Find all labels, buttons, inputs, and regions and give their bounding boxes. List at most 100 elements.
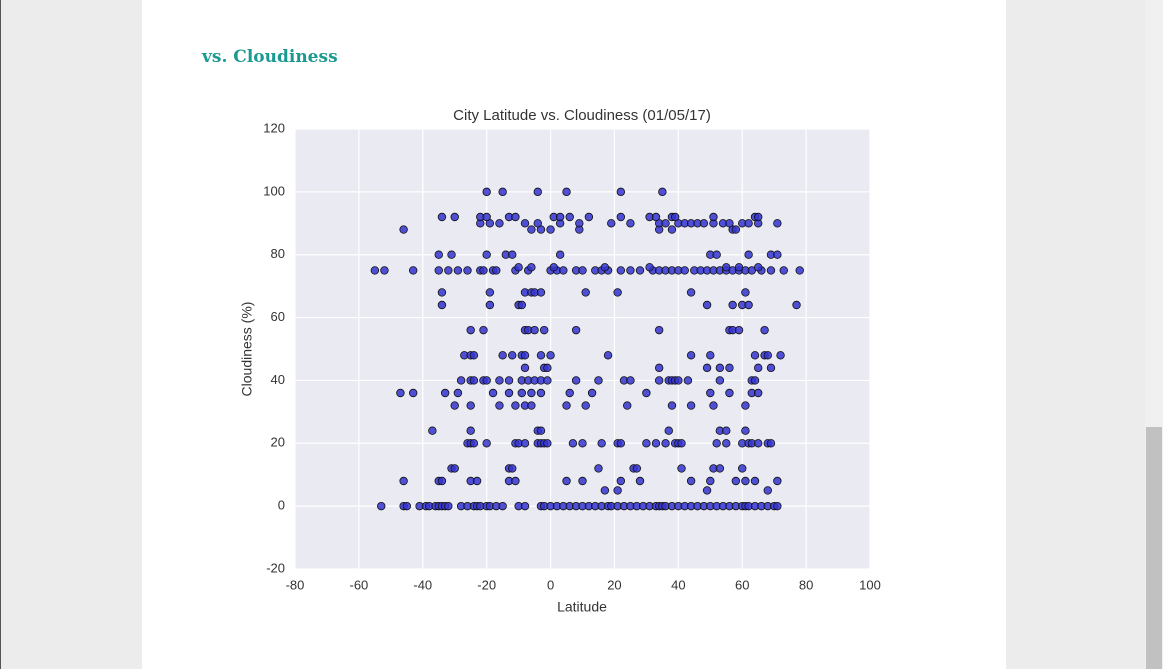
point xyxy=(773,476,782,486)
point xyxy=(508,250,517,259)
point xyxy=(766,439,776,448)
point xyxy=(766,266,776,275)
point xyxy=(482,439,491,448)
point xyxy=(722,426,731,435)
point xyxy=(616,266,626,275)
point xyxy=(654,325,664,335)
point xyxy=(632,464,642,473)
point xyxy=(444,266,453,275)
point xyxy=(654,376,664,385)
point xyxy=(453,388,463,398)
point xyxy=(402,501,412,511)
point xyxy=(399,476,408,486)
point xyxy=(581,401,590,410)
point xyxy=(600,486,610,495)
point xyxy=(450,464,459,473)
point xyxy=(437,288,447,297)
chart-title: City Latitude vs. Cloudiness (01/05/17) xyxy=(453,107,711,124)
point xyxy=(686,288,696,297)
point xyxy=(725,388,734,398)
plot-area xyxy=(295,129,870,569)
point xyxy=(562,187,571,197)
point xyxy=(536,388,546,398)
point xyxy=(594,464,603,473)
point xyxy=(664,426,673,435)
point xyxy=(645,263,654,272)
point xyxy=(456,376,466,385)
point xyxy=(584,212,594,222)
point xyxy=(565,388,574,398)
point xyxy=(482,376,491,385)
point xyxy=(651,439,661,448)
point xyxy=(715,363,725,373)
point xyxy=(725,363,734,373)
point xyxy=(530,325,539,335)
point xyxy=(744,300,753,310)
point xyxy=(568,439,578,448)
point xyxy=(565,212,574,222)
point xyxy=(399,225,408,234)
scrollbar[interactable] xyxy=(1145,0,1163,669)
point xyxy=(670,212,680,222)
point xyxy=(753,388,763,398)
point xyxy=(702,486,712,495)
point xyxy=(466,401,475,410)
x-axis-label: Latitude xyxy=(557,599,607,615)
point xyxy=(555,250,565,259)
point xyxy=(504,376,514,385)
point xyxy=(408,266,418,275)
point xyxy=(543,363,552,373)
point xyxy=(447,250,456,259)
point xyxy=(683,376,693,385)
point xyxy=(741,476,750,486)
x-tick-label: -20 xyxy=(477,577,496,592)
point xyxy=(686,351,696,360)
scroll-thumb[interactable] xyxy=(1146,427,1162,669)
point xyxy=(706,388,715,398)
x-tick-label: 60 xyxy=(735,577,749,592)
point xyxy=(661,439,670,448)
point xyxy=(527,263,536,272)
point xyxy=(527,401,536,410)
point xyxy=(709,212,718,222)
point xyxy=(654,363,664,373)
point xyxy=(728,300,737,310)
point xyxy=(600,263,610,272)
point xyxy=(578,476,587,486)
point xyxy=(741,401,750,410)
point xyxy=(677,439,686,448)
point xyxy=(661,219,670,228)
point xyxy=(616,212,626,222)
point xyxy=(623,401,632,410)
point xyxy=(498,351,507,360)
point xyxy=(753,439,763,448)
point xyxy=(581,288,590,297)
point xyxy=(731,225,741,234)
y-tick-label: 100 xyxy=(263,183,285,198)
point xyxy=(508,351,517,360)
point xyxy=(725,219,734,228)
point xyxy=(603,351,613,360)
point xyxy=(527,225,536,234)
point xyxy=(469,376,479,385)
point xyxy=(492,266,501,275)
point xyxy=(722,439,731,448)
point xyxy=(533,219,542,228)
point xyxy=(498,187,507,197)
point xyxy=(616,439,626,448)
point xyxy=(536,351,546,360)
point xyxy=(520,351,530,360)
x-tick-label: 20 xyxy=(607,577,621,592)
point xyxy=(750,476,760,486)
point xyxy=(587,388,597,398)
point xyxy=(482,212,491,222)
point xyxy=(466,325,475,335)
point xyxy=(495,401,504,410)
point xyxy=(763,351,772,360)
point xyxy=(517,388,527,398)
point xyxy=(626,376,635,385)
point xyxy=(539,325,549,335)
point xyxy=(741,288,750,297)
point xyxy=(562,401,571,410)
